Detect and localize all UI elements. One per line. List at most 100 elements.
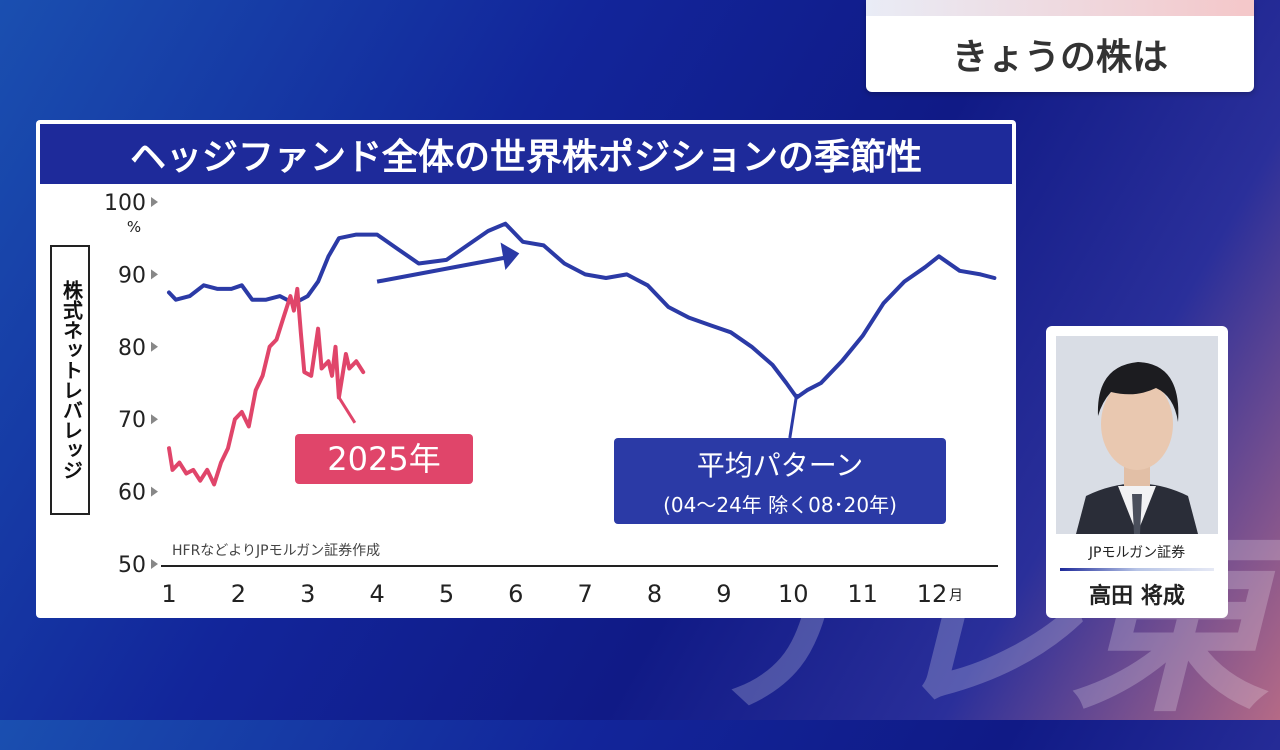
y-tick-label: 80 bbox=[118, 336, 146, 361]
average-point bbox=[784, 381, 788, 385]
average-point bbox=[202, 283, 206, 287]
x-tick-label: 11 bbox=[847, 580, 878, 608]
series-line-2025 bbox=[167, 286, 366, 487]
year-2025-point bbox=[354, 359, 358, 363]
year-2025-point bbox=[327, 359, 330, 363]
average-point bbox=[188, 294, 192, 298]
average-point bbox=[729, 330, 733, 334]
average-point bbox=[278, 294, 282, 298]
average-point bbox=[562, 262, 566, 265]
year-2025-point bbox=[167, 446, 171, 450]
average-point bbox=[417, 262, 421, 265]
y-tick-label: 60 bbox=[118, 481, 146, 506]
x-tick-label: 7 bbox=[578, 580, 593, 608]
average-point bbox=[250, 298, 254, 302]
average-point bbox=[819, 381, 823, 385]
average-point bbox=[646, 283, 650, 287]
org-underline bbox=[1060, 568, 1214, 571]
year-2025-point bbox=[261, 374, 265, 378]
x-tick-label: 8 bbox=[647, 580, 662, 608]
average-point bbox=[465, 243, 469, 247]
x-tick-label: 9 bbox=[716, 580, 731, 608]
y-unit-label: % bbox=[127, 218, 141, 236]
average-point bbox=[902, 280, 906, 284]
average-point bbox=[687, 316, 691, 320]
year-2025-point bbox=[254, 388, 258, 392]
average-point bbox=[354, 233, 358, 237]
year-2025-point bbox=[344, 352, 348, 356]
average-point bbox=[583, 272, 587, 276]
average-point bbox=[306, 294, 310, 298]
presenter-card: JPモルガン証券 高田 将成 bbox=[1046, 326, 1228, 618]
year-2025-point bbox=[184, 472, 188, 475]
presenter-photo bbox=[1056, 336, 1218, 534]
year-2025-point bbox=[171, 468, 174, 472]
year-2025-point bbox=[226, 446, 230, 450]
average-point bbox=[240, 283, 244, 287]
year-2025-leader-line bbox=[337, 396, 357, 424]
year-2025-point bbox=[177, 461, 181, 465]
y-tick-label: 90 bbox=[118, 263, 146, 288]
year-2025-point bbox=[275, 338, 278, 342]
y-tick-marker bbox=[151, 341, 158, 352]
average-leader-line bbox=[788, 393, 799, 439]
y-tick-label: 70 bbox=[118, 408, 146, 433]
presenter-org: JPモルガン証券 bbox=[1088, 545, 1186, 561]
y-tick-marker bbox=[151, 486, 158, 497]
average-point bbox=[542, 243, 546, 247]
average-point bbox=[604, 276, 608, 280]
y-tick-marker bbox=[151, 559, 158, 569]
average-point bbox=[396, 247, 400, 251]
x-tick-label: 12 bbox=[917, 580, 948, 608]
year-2025-point bbox=[361, 370, 365, 374]
average-point bbox=[229, 287, 233, 291]
year-2025-point bbox=[205, 468, 209, 472]
average-point bbox=[337, 236, 341, 240]
y-tick-label: 50 bbox=[118, 553, 146, 578]
year-2025-point bbox=[219, 461, 223, 465]
year-2025-label: 2025年 bbox=[327, 440, 440, 478]
year-2025-point bbox=[233, 417, 237, 421]
x-tick-label: 10 bbox=[778, 580, 809, 608]
x-tick-label: 3 bbox=[300, 580, 315, 608]
average-point bbox=[503, 222, 507, 226]
year-2025-label-box bbox=[295, 434, 473, 484]
average-point bbox=[881, 301, 885, 305]
source-note: HFRなどよりJPモルガン証券作成 bbox=[172, 543, 380, 559]
year-2025-point bbox=[316, 327, 320, 331]
year-2025-point bbox=[320, 367, 324, 370]
year-2025-point bbox=[198, 479, 202, 483]
y-tick-marker bbox=[151, 197, 158, 207]
year-2025-point bbox=[302, 370, 306, 374]
average-point bbox=[979, 272, 983, 276]
average-point bbox=[375, 233, 379, 237]
average-point bbox=[666, 305, 670, 309]
average-point bbox=[521, 240, 525, 244]
average-label-box bbox=[614, 438, 946, 524]
average-point bbox=[992, 276, 996, 280]
year-2025-point bbox=[347, 367, 351, 370]
chart-card: ヘッジファンド全体の世界株ポジションの季節性 100 90 80 70 60 50% 1 2 3… bbox=[36, 120, 1016, 618]
x-tick-label: 6 bbox=[508, 580, 523, 608]
person-portrait-icon bbox=[1056, 336, 1218, 534]
segment-title: きょうの株は bbox=[951, 37, 1168, 78]
average-point bbox=[805, 388, 809, 392]
year-2025-point bbox=[330, 374, 334, 378]
year-2025-point bbox=[334, 345, 337, 349]
x-tick-label: 1 bbox=[161, 580, 176, 608]
year-2025-point bbox=[299, 330, 303, 334]
y-tick-label: 100 bbox=[104, 191, 146, 216]
average-point bbox=[445, 258, 448, 262]
average-point bbox=[937, 254, 941, 258]
average-label-title: 平均パターン bbox=[697, 449, 864, 482]
segment-banner: きょうの株は bbox=[866, 0, 1254, 92]
average-label-subtitle: (04〜24年 除く08･20年) bbox=[663, 493, 897, 517]
segment-accent-bar bbox=[866, 0, 1254, 16]
trend-arrow-shaft bbox=[376, 254, 513, 284]
y-axis-label: 株式ネットレバレッジ bbox=[60, 280, 84, 480]
average-point bbox=[264, 298, 268, 302]
average-point bbox=[923, 265, 927, 269]
year-2025-point bbox=[240, 410, 244, 414]
average-point bbox=[771, 363, 774, 367]
x-tick-label: 5 bbox=[439, 580, 454, 608]
